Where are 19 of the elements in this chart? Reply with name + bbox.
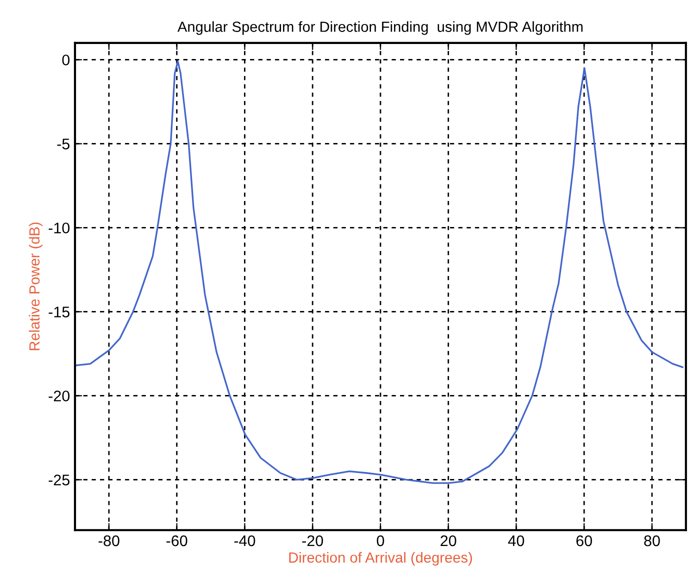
- y-tick-label: -25: [48, 474, 70, 486]
- x-tick-label: -40: [234, 535, 256, 546]
- x-axis-title: Direction of Arrival (degrees): [289, 552, 472, 566]
- x-tick-label: 0: [376, 535, 384, 546]
- x-tick-label: 40: [508, 535, 524, 546]
- y-tick-label: -10: [48, 222, 70, 234]
- y-tick-label: 0: [62, 54, 70, 66]
- x-tick-label: -80: [98, 535, 120, 546]
- x-tick-label: 20: [440, 535, 456, 546]
- line-series: [74, 60, 684, 484]
- y-tick-label: -5: [57, 138, 70, 150]
- y-tick-label: -15: [48, 306, 70, 318]
- x-tick-label: -60: [166, 535, 188, 546]
- chart-title: Angular Spectrum for Direction Finding using MVDR Algorithm: [177, 21, 583, 35]
- y-axis-title: Relative Power (dB): [28, 222, 42, 350]
- x-tick-label: -20: [302, 535, 324, 546]
- x-tick-label: 80: [644, 535, 660, 546]
- x-tick-label: 60: [576, 535, 592, 546]
- y-tick-label: -20: [48, 390, 70, 402]
